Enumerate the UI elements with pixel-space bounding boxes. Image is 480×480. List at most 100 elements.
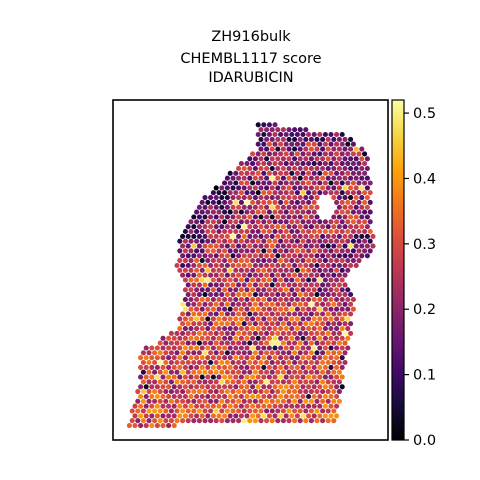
- spot-marker: [292, 282, 297, 287]
- spot-marker: [284, 239, 289, 244]
- spot-marker: [359, 205, 364, 210]
- spot-marker: [250, 394, 255, 399]
- spot-marker: [303, 244, 308, 249]
- spot-marker: [320, 331, 325, 336]
- spot-marker: [267, 307, 272, 312]
- spot-marker: [323, 239, 328, 244]
- spot-marker: [186, 370, 191, 375]
- chart-title-line-3: IDARUBICIN: [208, 70, 293, 86]
- spot-marker: [264, 224, 269, 229]
- spot-marker: [272, 122, 277, 127]
- spot-marker: [323, 375, 328, 380]
- spot-marker: [208, 379, 213, 384]
- spot-marker: [219, 360, 224, 365]
- spot-marker: [230, 234, 235, 239]
- spot-marker: [317, 307, 322, 312]
- spot-marker: [222, 307, 227, 312]
- spot-marker: [202, 311, 207, 316]
- spot-marker: [295, 151, 300, 156]
- spot-marker: [278, 413, 283, 418]
- spot-marker: [309, 370, 314, 375]
- spot-marker: [278, 287, 283, 292]
- spot-marker: [272, 287, 277, 292]
- spot-marker: [320, 389, 325, 394]
- spot-marker: [216, 336, 221, 341]
- spot-marker: [345, 268, 350, 273]
- spot-marker: [214, 321, 219, 326]
- spot-marker: [278, 229, 283, 234]
- spot-marker: [323, 161, 328, 166]
- spot-marker: [365, 185, 370, 190]
- spot-marker: [264, 350, 269, 355]
- spot-marker: [320, 234, 325, 239]
- spot-marker: [300, 239, 305, 244]
- spot-marker: [200, 258, 205, 263]
- spot-marker: [295, 219, 300, 224]
- spot-marker: [272, 248, 277, 253]
- spot-marker: [306, 375, 311, 380]
- spot-marker: [225, 176, 230, 181]
- spot-marker: [264, 244, 269, 249]
- spot-marker: [278, 210, 283, 215]
- spot-marker: [323, 316, 328, 321]
- spot-marker: [356, 151, 361, 156]
- spot-marker: [172, 423, 177, 428]
- spot-marker: [314, 244, 319, 249]
- spot-marker: [295, 316, 300, 321]
- spot-marker: [200, 287, 205, 292]
- spot-marker: [264, 321, 269, 326]
- spot-marker: [306, 219, 311, 224]
- spot-marker: [278, 248, 283, 253]
- spot-marker: [236, 379, 241, 384]
- spot-marker: [247, 389, 252, 394]
- spot-marker: [163, 379, 168, 384]
- spot-marker: [295, 345, 300, 350]
- spot-marker: [183, 375, 188, 380]
- spot-marker: [202, 273, 207, 278]
- spot-marker: [242, 205, 247, 210]
- spot-marker: [250, 375, 255, 380]
- spot-marker: [186, 253, 191, 258]
- spot-marker: [222, 365, 227, 370]
- spot-marker: [337, 214, 342, 219]
- spot-marker: [292, 214, 297, 219]
- spot-marker: [340, 277, 345, 282]
- spot-marker: [368, 239, 373, 244]
- spot-marker: [200, 268, 205, 273]
- spot-marker: [205, 200, 210, 205]
- spot-marker: [306, 394, 311, 399]
- spot-marker: [188, 297, 193, 302]
- spot-marker: [337, 341, 342, 346]
- spot-marker: [312, 239, 317, 244]
- spot-marker: [284, 287, 289, 292]
- spot-marker: [284, 132, 289, 137]
- spot-marker: [169, 389, 174, 394]
- spot-marker: [323, 404, 328, 409]
- spot-marker: [292, 370, 297, 375]
- spot-marker: [230, 399, 235, 404]
- spot-marker: [242, 224, 247, 229]
- spot-marker: [314, 147, 319, 152]
- spot-marker: [326, 389, 331, 394]
- spot-marker: [270, 263, 275, 268]
- spot-marker: [228, 210, 233, 215]
- spot-marker: [144, 375, 149, 380]
- spot-marker: [186, 244, 191, 249]
- colorbar-tick-label: 0.0: [413, 433, 436, 449]
- spot-marker: [284, 336, 289, 341]
- spot-marker: [202, 350, 207, 355]
- spot-marker: [236, 195, 241, 200]
- spot-marker: [275, 263, 280, 268]
- spot-marker: [166, 375, 171, 380]
- spot-marker: [247, 321, 252, 326]
- spot-marker: [216, 239, 221, 244]
- spot-marker: [303, 166, 308, 171]
- spot-marker: [211, 375, 216, 380]
- spot-marker: [312, 132, 317, 137]
- spot-marker: [286, 156, 291, 161]
- spot-marker: [309, 253, 314, 258]
- spot-marker: [306, 287, 311, 292]
- spot-marker: [267, 384, 272, 389]
- spot-marker: [312, 161, 317, 166]
- spot-marker: [191, 292, 196, 297]
